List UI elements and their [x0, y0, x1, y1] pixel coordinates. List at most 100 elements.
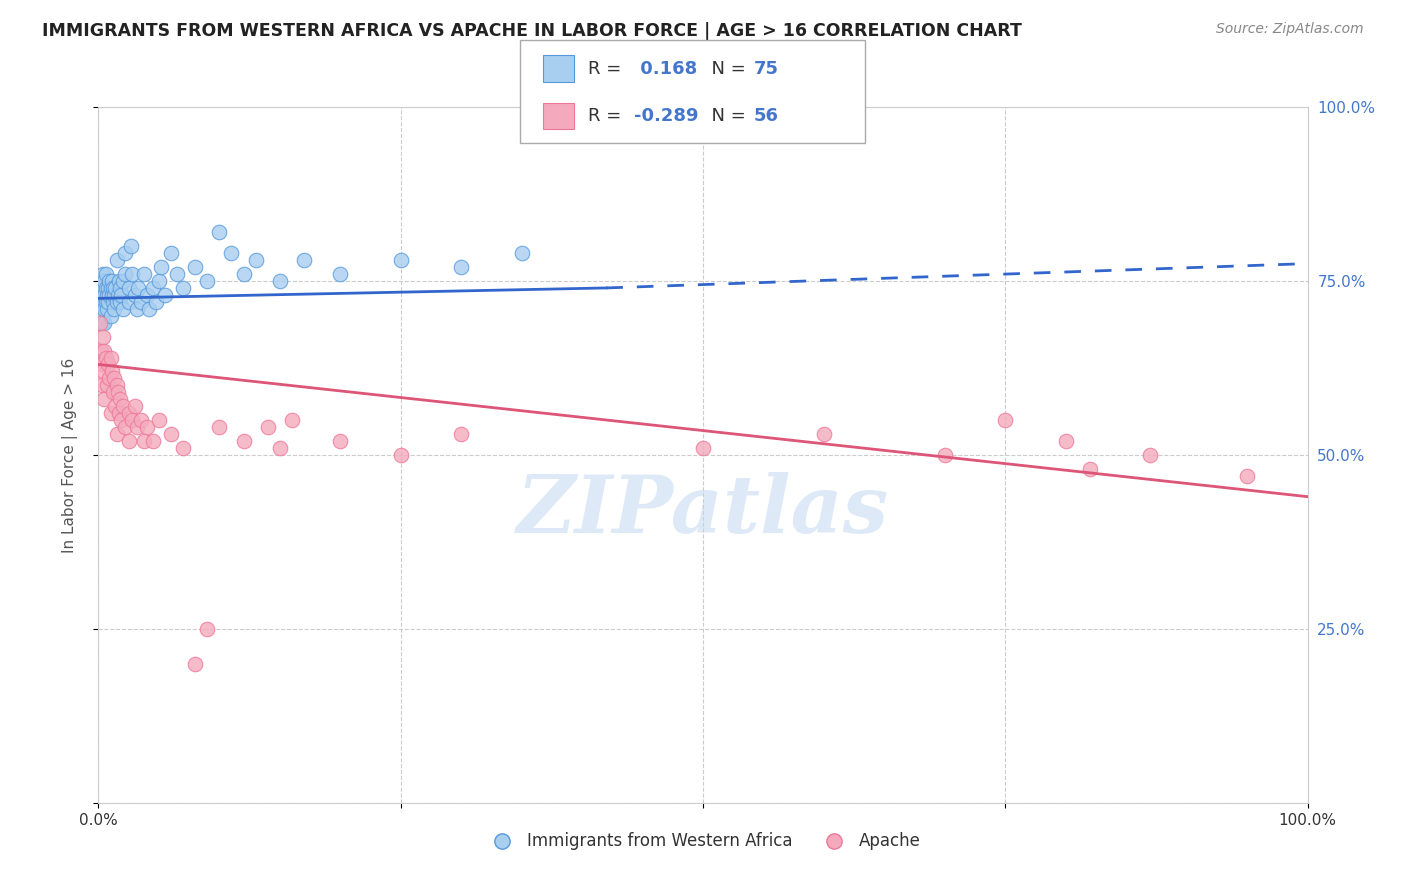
Point — [148, 413, 170, 427]
Text: -0.289: -0.289 — [634, 107, 699, 125]
Point — [256, 420, 278, 434]
Point — [100, 406, 122, 420]
Point — [450, 427, 472, 442]
Point — [160, 246, 183, 260]
Point — [104, 399, 127, 413]
Point — [184, 657, 207, 671]
Point — [105, 294, 128, 309]
Point — [134, 267, 156, 281]
Point — [91, 378, 114, 392]
Point — [100, 351, 122, 365]
Point — [105, 253, 128, 268]
Point — [232, 434, 254, 448]
Point — [195, 274, 218, 288]
Point — [93, 316, 115, 330]
Point — [93, 301, 115, 316]
Point — [114, 246, 136, 260]
Point — [124, 288, 146, 302]
Text: N =: N = — [700, 60, 752, 78]
Point — [142, 434, 165, 448]
Point — [172, 281, 194, 295]
Point — [91, 281, 114, 295]
Point — [93, 392, 115, 407]
Point — [110, 413, 132, 427]
Point — [101, 385, 124, 400]
Point — [91, 316, 114, 330]
Point — [118, 406, 141, 420]
Point — [172, 441, 194, 455]
Point — [129, 294, 152, 309]
Point — [100, 309, 122, 323]
Point — [221, 246, 243, 260]
Point — [145, 294, 167, 309]
Point — [208, 420, 231, 434]
Point — [127, 301, 149, 316]
Point — [98, 371, 121, 385]
Point — [96, 288, 118, 302]
Point — [166, 267, 188, 281]
Point — [103, 371, 125, 385]
Point — [90, 294, 112, 309]
Point — [93, 343, 115, 358]
Point — [100, 364, 122, 378]
Point — [329, 434, 352, 448]
Point — [103, 301, 125, 316]
Point — [150, 260, 173, 274]
Text: IMMIGRANTS FROM WESTERN AFRICA VS APACHE IN LABOR FORCE | AGE > 16 CORRELATION C: IMMIGRANTS FROM WESTERN AFRICA VS APACHE… — [42, 22, 1022, 40]
Point — [114, 267, 136, 281]
Point — [108, 294, 131, 309]
Point — [91, 267, 114, 281]
Point — [91, 329, 114, 343]
Point — [94, 281, 117, 295]
Point — [129, 413, 152, 427]
Point — [96, 301, 118, 316]
Point — [108, 281, 131, 295]
Point — [1236, 468, 1258, 483]
Point — [101, 281, 124, 295]
Point — [994, 413, 1017, 427]
Point — [91, 294, 114, 309]
Point — [127, 420, 149, 434]
Point — [120, 239, 142, 253]
Text: ZIPatlas: ZIPatlas — [517, 472, 889, 549]
Point — [232, 267, 254, 281]
Point — [89, 288, 111, 302]
Point — [142, 281, 165, 295]
Point — [111, 301, 134, 316]
Point — [245, 253, 267, 268]
Point — [269, 274, 291, 288]
Point — [97, 281, 120, 295]
Point — [134, 434, 156, 448]
Y-axis label: In Labor Force | Age > 16: In Labor Force | Age > 16 — [62, 358, 77, 552]
Point — [208, 225, 231, 239]
Point — [100, 288, 122, 302]
Point — [1139, 448, 1161, 462]
Point — [107, 385, 129, 400]
Point — [91, 358, 114, 372]
Point — [91, 301, 114, 316]
Point — [111, 399, 134, 413]
Point — [94, 351, 117, 365]
Point — [94, 294, 117, 309]
Point — [114, 420, 136, 434]
Point — [148, 274, 170, 288]
Point — [97, 294, 120, 309]
Point — [138, 301, 160, 316]
Point — [91, 364, 114, 378]
Point — [108, 392, 131, 407]
Point — [118, 434, 141, 448]
Text: N =: N = — [700, 107, 752, 125]
Point — [121, 267, 143, 281]
Point — [692, 441, 714, 455]
Point — [91, 288, 114, 302]
Point — [93, 274, 115, 288]
Point — [104, 281, 127, 295]
Point — [94, 267, 117, 281]
Point — [127, 281, 149, 295]
Point — [103, 288, 125, 302]
Point — [160, 427, 183, 442]
Point — [108, 406, 131, 420]
Point — [100, 281, 122, 295]
Point — [934, 448, 956, 462]
Point — [450, 260, 472, 274]
